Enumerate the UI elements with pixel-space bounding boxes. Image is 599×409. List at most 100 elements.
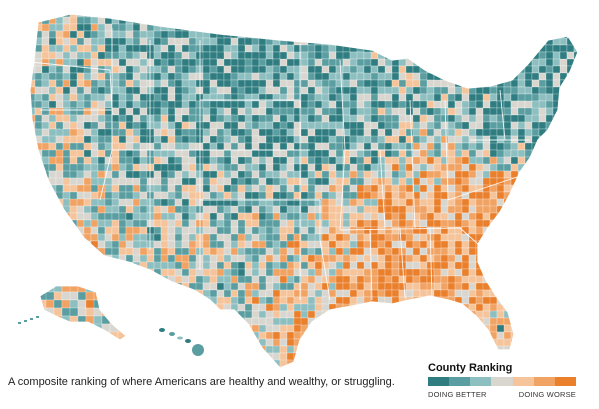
county-cell-3374 — [125, 303, 134, 312]
county-cell-2507 — [216, 226, 225, 235]
alaska-cell-33 — [109, 299, 119, 309]
county-cell-1911 — [524, 170, 533, 179]
county-cell-290 — [377, 30, 386, 43]
county-cell-108 — [223, 16, 232, 25]
county-cell-240 — [30, 30, 36, 39]
county-cell-798 — [573, 72, 578, 85]
county-cell-3497 — [426, 310, 435, 319]
county-cell-2022 — [181, 184, 190, 193]
county-cell-958 — [573, 86, 578, 95]
county-cell-3164 — [335, 282, 344, 291]
county-cell-3582 — [461, 317, 470, 330]
county-cell-3028 — [503, 268, 512, 277]
county-cell-149 — [510, 16, 519, 29]
county-cell-3453 — [118, 310, 127, 319]
county-cell-3834 — [545, 338, 554, 347]
county-cell-35 — [272, 14, 281, 18]
county-cell-2786 — [489, 247, 498, 256]
county-cell-795 — [552, 72, 561, 81]
county-cell-1632 — [251, 149, 260, 158]
county-cell-155 — [552, 16, 561, 25]
county-cell-320 — [30, 37, 36, 46]
county-cell-3104 — [475, 275, 484, 284]
county-cell-541 — [454, 51, 467, 60]
county-cell-440 — [307, 44, 316, 53]
county-cell-1071 — [244, 100, 253, 109]
county-cell-3681 — [34, 331, 43, 344]
county-cell-4055 — [412, 359, 425, 368]
county-cell-898 — [153, 86, 162, 95]
county-cell-3744 — [475, 331, 484, 344]
county-cell-3459 — [160, 310, 169, 319]
county-cell-1776 — [139, 163, 148, 172]
county-cell-2470 — [517, 219, 526, 228]
county-cell-2752 — [251, 247, 260, 256]
county-cell-330 — [97, 37, 106, 46]
county-cell-2606 — [349, 233, 358, 242]
county-cell-799 — [581, 73, 588, 80]
county-cell-2834 — [265, 254, 274, 263]
county-cell-154 — [545, 16, 554, 25]
county-cell-3192 — [531, 282, 540, 291]
county-cell-737 — [146, 72, 155, 81]
county-cell-127 — [356, 16, 365, 25]
county-cell-3536 — [139, 317, 152, 330]
county-cell-1123 — [48, 107, 57, 116]
alaska-cell-93 — [109, 339, 119, 340]
county-cell-1689 — [90, 156, 99, 165]
county-cell-1493 — [398, 135, 407, 144]
county-cell-2241 — [34, 205, 43, 214]
county-cell-2672 — [251, 240, 260, 249]
county-cell-3841 — [34, 345, 43, 354]
county-cell-2448 — [363, 219, 372, 228]
county-cell-2493 — [118, 226, 127, 235]
county-cell-540 — [447, 51, 456, 64]
county-cell-2128 — [363, 191, 372, 200]
county-cell-2353 — [258, 212, 267, 221]
county-cell-1451 — [104, 135, 113, 144]
county-cell-2658 — [153, 240, 162, 249]
county-cell-3165 — [342, 282, 351, 291]
county-cell-3196 — [559, 282, 568, 291]
county-cell-2317 — [566, 205, 575, 214]
county-cell-617 — [426, 58, 435, 67]
county-cell-2797 — [566, 247, 578, 256]
county-cell-2320 — [30, 212, 40, 221]
county-cell-1201 — [34, 114, 43, 123]
county-cell-2643 — [48, 240, 61, 249]
county-cell-3614 — [125, 324, 134, 333]
county-cell-3439 — [581, 304, 592, 311]
county-cell-136 — [419, 16, 432, 25]
county-cell-3824 — [475, 338, 484, 347]
county-cell-3477 — [286, 310, 295, 319]
county-cell-2872 — [531, 254, 540, 263]
county-cell-3350 — [517, 296, 526, 305]
county-cell-1941 — [174, 177, 183, 186]
county-cell-3019 — [440, 268, 449, 277]
county-cell-3040 — [30, 275, 40, 288]
county-cell-71 — [524, 14, 533, 18]
county-cell-3103 — [468, 275, 477, 284]
county-cell-2070 — [517, 184, 526, 193]
county-cell-766 — [349, 72, 358, 81]
county-cell-1098 — [433, 100, 442, 109]
county-cell-3644 — [335, 324, 344, 333]
county-cell-3759 — [581, 332, 592, 343]
county-cell-1189 — [510, 107, 519, 116]
county-cell-768 — [363, 72, 372, 81]
county-cell-2800 — [30, 254, 40, 263]
county-cell-3925 — [62, 352, 75, 361]
county-cell-1070 — [237, 100, 246, 109]
county-cell-1396 — [279, 128, 288, 137]
county-cell-1504 — [475, 135, 484, 144]
county-cell-3460 — [167, 310, 176, 319]
county-cell-1386 — [209, 128, 218, 137]
county-cell-604 — [335, 58, 344, 67]
county-cell-368 — [363, 37, 372, 46]
county-cell-307 — [496, 30, 505, 39]
county-cell-2637 — [566, 233, 578, 242]
county-cell-2520 — [307, 226, 316, 235]
county-cell-456 — [419, 44, 432, 53]
county-cell-3511 — [524, 310, 533, 319]
county-cell-959 — [581, 87, 588, 94]
